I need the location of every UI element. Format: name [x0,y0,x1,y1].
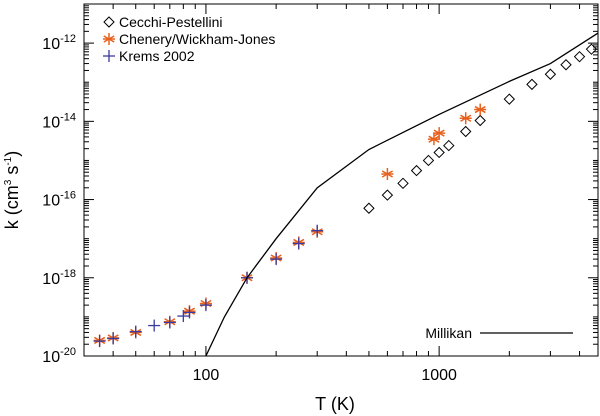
x-tick-label: 1000 [421,367,457,384]
y-tick-label: 10-12 [42,33,76,53]
x-axis-label: T (K) [315,394,355,414]
data-point-chenery-wickham-jones [474,103,487,116]
data-point-cecchi-pestellini [585,43,598,55]
legend-label-chenery-wickham-jones: Chenery/Wickham-Jones [119,31,275,47]
data-point-krems-2002 [270,253,283,266]
y-tick-exponent: -18 [60,268,76,280]
data-point-cecchi-pestellini [459,125,472,138]
series-line-millikan [205,32,598,356]
y-tick-label: 10-20 [42,346,76,366]
data-point-cecchi-pestellini [560,59,572,71]
data-point-cecchi-pestellini [422,154,435,167]
x-tick-label: 100 [193,367,220,384]
data-point-krems-2002 [311,224,324,237]
y-axis-label-part: s [2,166,22,180]
data-point-cecchi-pestellini [410,164,423,177]
y-axis-label-part: ) [2,151,22,157]
legend-marker-chenery-wickham-jones [103,33,115,45]
data-point-krems-2002 [129,325,142,338]
data-point-chenery-wickham-jones [459,112,472,125]
data-point-cecchi-pestellini [544,68,557,80]
legend-label-cecchi-pestellini: Cecchi-Pestellini [119,14,222,30]
data-point-cecchi-pestellini [397,177,409,190]
data-point-cecchi-pestellini [381,189,394,201]
y-tick-base: 10 [42,193,60,210]
data-point-chenery-wickham-jones [381,168,394,181]
data-point-cecchi-pestellini [526,78,538,91]
data-point-krems-2002 [93,335,106,348]
legend-marker-cecchi-pestellini [103,16,115,28]
y-tick-exponent: -16 [60,190,76,202]
data-point-cecchi-pestellini [433,146,445,159]
legend-label-millikan: Millikan [425,325,472,341]
data-point-chenery-wickham-jones [427,133,440,146]
y-tick-base: 10 [42,271,60,288]
data-point-krems-2002 [183,306,196,319]
y-axis-label-part: k (cm [2,185,22,229]
y-tick-exponent: -12 [60,33,76,45]
y-tick-base: 10 [42,36,60,53]
y-tick-base: 10 [42,114,60,131]
data-point-cecchi-pestellini [443,139,455,152]
data-point-chenery-wickham-jones [433,127,446,140]
data-point-krems-2002 [107,332,120,345]
y-tick-label: 10-14 [42,111,76,131]
y-tick-label: 10-16 [42,190,76,210]
plot-frame [83,3,599,357]
y-tick-exponent: -20 [60,346,76,358]
legend-marker-krems-2002 [103,50,115,62]
y-tick-label: 10-18 [42,268,76,288]
y-tick-exponent: -14 [60,111,76,123]
data-point-krems-2002 [148,319,161,332]
data-point-cecchi-pestellini [503,93,516,105]
data-point-krems-2002 [177,310,190,323]
y-axis-label: k (cm3 s-1) [2,151,22,229]
y-axis-label-superscript: 3 [3,179,14,185]
data-point-cecchi-pestellini [474,114,486,127]
data-point-cecchi-pestellini [573,50,586,63]
y-tick-base: 10 [42,349,60,366]
data-point-cecchi-pestellini [363,202,375,214]
data-point-krems-2002 [292,237,305,250]
y-axis-label-superscript: -1 [3,156,14,165]
data-point-krems-2002 [199,299,212,312]
legend-label-krems-2002: Krems 2002 [119,48,195,64]
data-point-krems-2002 [163,316,176,329]
